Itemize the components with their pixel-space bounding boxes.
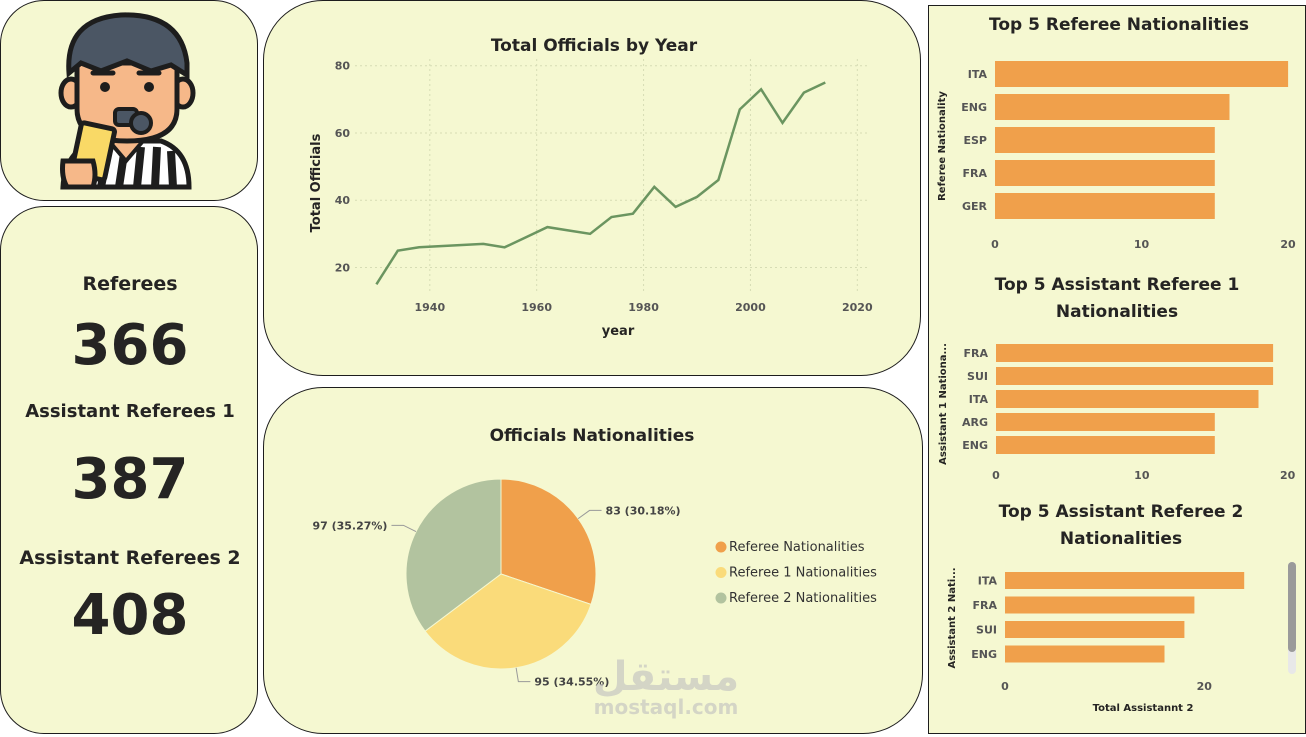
bar-1-ita[interactable] bbox=[995, 61, 1289, 87]
bar-2-ita[interactable] bbox=[996, 390, 1259, 408]
line-series-total-officials[interactable] bbox=[375, 81, 826, 285]
bar-category-label: ENG bbox=[971, 648, 997, 661]
bar-category-label: ENG bbox=[961, 101, 987, 114]
referee-avatar-card bbox=[0, 0, 258, 201]
bar3-title-line2: Nationalities bbox=[1060, 529, 1182, 549]
pie-value-label: 83 (30.18%) bbox=[606, 504, 681, 517]
legend-label-2[interactable]: Referee 1 Nationalities bbox=[729, 566, 877, 581]
assistant-referees-2-label: Assistant Referees 2 bbox=[19, 547, 241, 569]
bar-chart-1[interactable]: ITA ENG ESP FRA GER 0 10 20 bbox=[961, 61, 1296, 251]
bar-category-label: ITA bbox=[969, 393, 989, 406]
line-x-tick-label: 1980 bbox=[628, 301, 659, 314]
pie-legend[interactable]: Referee Nationalities Referee 1 Nationali… bbox=[715, 540, 878, 606]
bar-1-ger[interactable] bbox=[995, 193, 1215, 219]
line-chart-title: Total Officials by Year bbox=[491, 36, 698, 56]
bar3-x-axis-label: Total Assistannt 2 bbox=[1093, 703, 1194, 714]
bar-2-sui[interactable] bbox=[996, 367, 1274, 385]
line-x-tick-label: 1940 bbox=[415, 301, 446, 314]
top-nationalities-card: Top 5 Referee Nationalities Top 5 Assist… bbox=[928, 5, 1306, 734]
watermark-arabic: مستقل bbox=[593, 654, 739, 700]
bar-3-fra[interactable] bbox=[1005, 596, 1195, 614]
pie-value-label: 97 (35.27%) bbox=[312, 519, 387, 532]
pie-leader-line bbox=[577, 509, 602, 520]
legend-marker-1 bbox=[715, 541, 727, 553]
pie-leader-line bbox=[391, 524, 417, 533]
bar-3-eng[interactable] bbox=[1005, 645, 1165, 663]
pie-slice-1[interactable] bbox=[500, 478, 597, 606]
assistant-referees-2-value: 408 bbox=[71, 583, 189, 648]
referees-value: 366 bbox=[71, 313, 189, 378]
line-y-axis-label: Total Officials bbox=[309, 133, 324, 232]
bar-chart-3[interactable]: ITA FRA SUI ENG 0 20 bbox=[971, 572, 1245, 693]
scrollbar-thumb[interactable] bbox=[1288, 562, 1296, 652]
bar-x-tick-label: 20 bbox=[1280, 238, 1296, 251]
bar2-y-axis-label: Assistant 1 Nationa... bbox=[938, 343, 949, 465]
bar2-title-line2: Nationalities bbox=[1056, 302, 1178, 322]
legend-marker-3 bbox=[715, 592, 727, 604]
bar2-title-line1: Top 5 Assistant Referee 1 bbox=[995, 275, 1240, 295]
bar1-title: Top 5 Referee Nationalities bbox=[989, 15, 1249, 35]
bar-category-label: ITA bbox=[978, 575, 998, 588]
line-y-tick-label: 80 bbox=[335, 60, 351, 73]
legend-marker-2 bbox=[715, 567, 727, 578]
line-y-tick-label: 60 bbox=[335, 127, 351, 140]
line-x-tick-label: 2000 bbox=[735, 301, 766, 314]
legend-label-3[interactable]: Referee 2 Nationalities bbox=[729, 591, 877, 606]
bar-x-tick-label: 10 bbox=[1134, 469, 1150, 482]
bar-category-label: ENG bbox=[962, 439, 988, 452]
bar-3-ita[interactable] bbox=[1005, 572, 1245, 589]
referees-label: Referees bbox=[82, 273, 178, 295]
bar-x-tick-label: 10 bbox=[1134, 238, 1150, 251]
bar-category-label: FRA bbox=[973, 599, 998, 612]
kpi-card: Referees 366 Assistant Referees 1 387 As… bbox=[0, 206, 258, 734]
bar-x-tick-label: 0 bbox=[991, 238, 999, 251]
line-gridlines bbox=[355, 59, 868, 291]
bar-x-tick-label: 0 bbox=[1001, 680, 1009, 693]
bar-category-label: ESP bbox=[964, 134, 988, 147]
bar-category-label: FRA bbox=[964, 347, 989, 360]
bar-category-label: ARG bbox=[962, 416, 988, 429]
bar-1-fra[interactable] bbox=[995, 160, 1215, 186]
bar-category-label: GER bbox=[962, 200, 988, 213]
bar-chart-2[interactable]: FRA SUI ITA ARG ENG 0 10 20 bbox=[962, 344, 1296, 482]
pie-chart-title: Officials Nationalities bbox=[490, 426, 695, 446]
assistant-referees-1-label: Assistant Referees 1 bbox=[25, 401, 235, 422]
bar-2-eng[interactable] bbox=[996, 436, 1215, 454]
bar-1-esp[interactable] bbox=[995, 127, 1215, 153]
bar-x-tick-label: 20 bbox=[1197, 680, 1213, 693]
officials-by-year-card: Total Officials by Year Total Officials … bbox=[263, 0, 921, 376]
assistant-referees-1-value: 387 bbox=[71, 447, 189, 512]
line-x-tick-label: 1960 bbox=[521, 301, 552, 314]
bar-3-sui[interactable] bbox=[1005, 621, 1185, 638]
line-x-tick-label: 2020 bbox=[842, 301, 873, 314]
bar-category-label: SUI bbox=[976, 624, 997, 637]
bar-x-tick-label: 20 bbox=[1280, 469, 1296, 482]
officials-nationalities-card: Officials Nationalities 83 (30.18%) 95 (3… bbox=[263, 387, 923, 734]
line-axis-ticks: 20 40 60 80 1940 1960 1980 2000 2020 bbox=[335, 60, 873, 314]
bar3-y-axis-label: Assistant 2 Nati... bbox=[947, 567, 958, 668]
watermark-latin: mostaql.com bbox=[594, 695, 739, 719]
referee-avatar-icon bbox=[58, 12, 196, 190]
pie-value-label: 95 (34.55%) bbox=[534, 676, 609, 689]
mostaql-watermark: مستقل mostaql.com bbox=[593, 654, 739, 719]
top-nationalities-charts[interactable]: Top 5 Referee Nationalities Top 5 Assist… bbox=[929, 6, 1305, 733]
bar-1-eng[interactable] bbox=[995, 94, 1230, 120]
line-x-axis-label: year bbox=[602, 324, 635, 339]
line-y-tick-label: 40 bbox=[335, 194, 351, 207]
bar3-title-line1: Top 5 Assistant Referee 2 bbox=[999, 502, 1244, 522]
bar-category-label: ITA bbox=[968, 68, 988, 81]
bar1-y-axis-label: Referee Nationality bbox=[937, 91, 948, 201]
line-y-tick-label: 20 bbox=[335, 261, 351, 274]
bar-category-label: FRA bbox=[963, 167, 988, 180]
bar-x-tick-label: 0 bbox=[992, 469, 1000, 482]
officials-by-year-chart[interactable]: Total Officials by Year Total Officials … bbox=[264, 1, 920, 375]
officials-nationalities-chart[interactable]: Officials Nationalities 83 (30.18%) 95 (3… bbox=[264, 388, 922, 733]
bar-2-fra[interactable] bbox=[996, 344, 1274, 362]
bar-category-label: SUI bbox=[967, 370, 988, 383]
legend-label-1[interactable]: Referee Nationalities bbox=[729, 540, 865, 555]
bar-2-arg[interactable] bbox=[996, 413, 1215, 431]
pie-leader-line bbox=[515, 667, 531, 683]
